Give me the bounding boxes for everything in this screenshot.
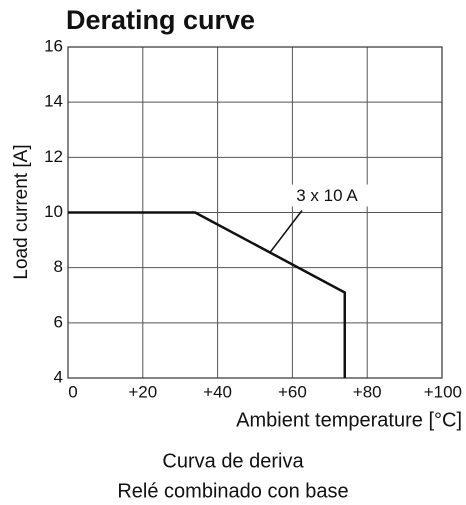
caption: Curva de deriva — [162, 450, 304, 472]
y-tick-label: 12 — [44, 147, 63, 166]
y-tick-label: 16 — [44, 36, 63, 55]
data-line — [68, 211, 347, 378]
annotation: 3 x 10 A — [296, 186, 358, 205]
y-tick-label: 14 — [44, 92, 63, 111]
x-tick-label: 0 — [68, 382, 77, 401]
caption: Relé combinado con base — [117, 480, 348, 502]
x-axis-label: Ambient temperature [°C] — [236, 409, 462, 431]
y-tick-label: 6 — [54, 312, 63, 331]
y-tick-label: 10 — [44, 202, 63, 221]
x-tick-label: +100 — [424, 382, 462, 401]
y-tick-label: 8 — [54, 257, 63, 276]
annotation-leader — [269, 210, 303, 253]
x-tick-label: +60 — [278, 382, 307, 401]
x-tick-label: +80 — [353, 382, 382, 401]
annotation-bg — [283, 184, 370, 207]
chart-title: Derating curve — [66, 5, 255, 35]
x-tick-label: +20 — [128, 382, 157, 401]
x-tick-label: +40 — [203, 382, 232, 401]
y-tick-label: 4 — [54, 367, 63, 386]
y-axis-label: Load current [A] — [11, 144, 32, 279]
